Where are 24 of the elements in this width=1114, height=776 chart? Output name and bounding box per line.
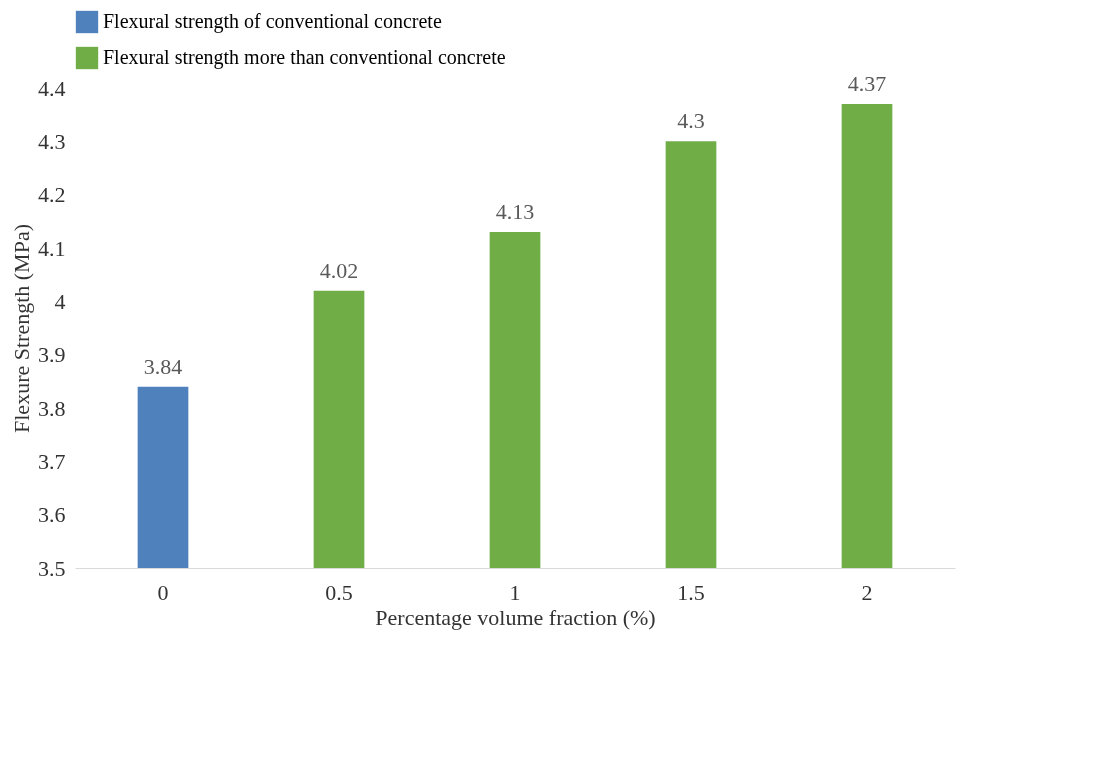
x-tick-label: 1: [509, 579, 521, 605]
y-tick-label: 4: [54, 288, 66, 314]
x-tick-label: 1.5: [677, 579, 705, 605]
y-tick-label: 4.3: [38, 128, 66, 154]
data-label: 4.3: [677, 108, 705, 134]
data-label: 3.84: [143, 353, 183, 379]
y-tick-label: 3.8: [38, 395, 66, 421]
y-axis-title: Flexure Strength (MPa): [9, 224, 34, 433]
y-tick-label: 3.5: [38, 555, 66, 581]
legend-label: Flexural strength of conventional concrete: [103, 10, 442, 33]
y-tick-label: 4.1: [38, 235, 66, 261]
y-tick-label: 3.6: [38, 502, 66, 528]
data-label: 4.02: [319, 257, 359, 283]
x-axis-title: Percentage volume fraction (%): [375, 604, 656, 630]
data-label: 4.13: [495, 199, 535, 224]
legend-label: Flexural strength more than conventional concrete: [103, 46, 506, 69]
y-tick-label: 4.2: [38, 182, 66, 208]
y-tick-label: 3.9: [38, 342, 66, 368]
x-tick-label: 0: [157, 579, 169, 605]
x-tick-label: 2: [861, 579, 873, 605]
data-label: 4.37: [847, 71, 887, 96]
y-tick-label: 4.4: [38, 75, 66, 101]
y-tick-label: 3.7: [38, 448, 66, 474]
x-tick-label: 0.5: [325, 579, 353, 605]
